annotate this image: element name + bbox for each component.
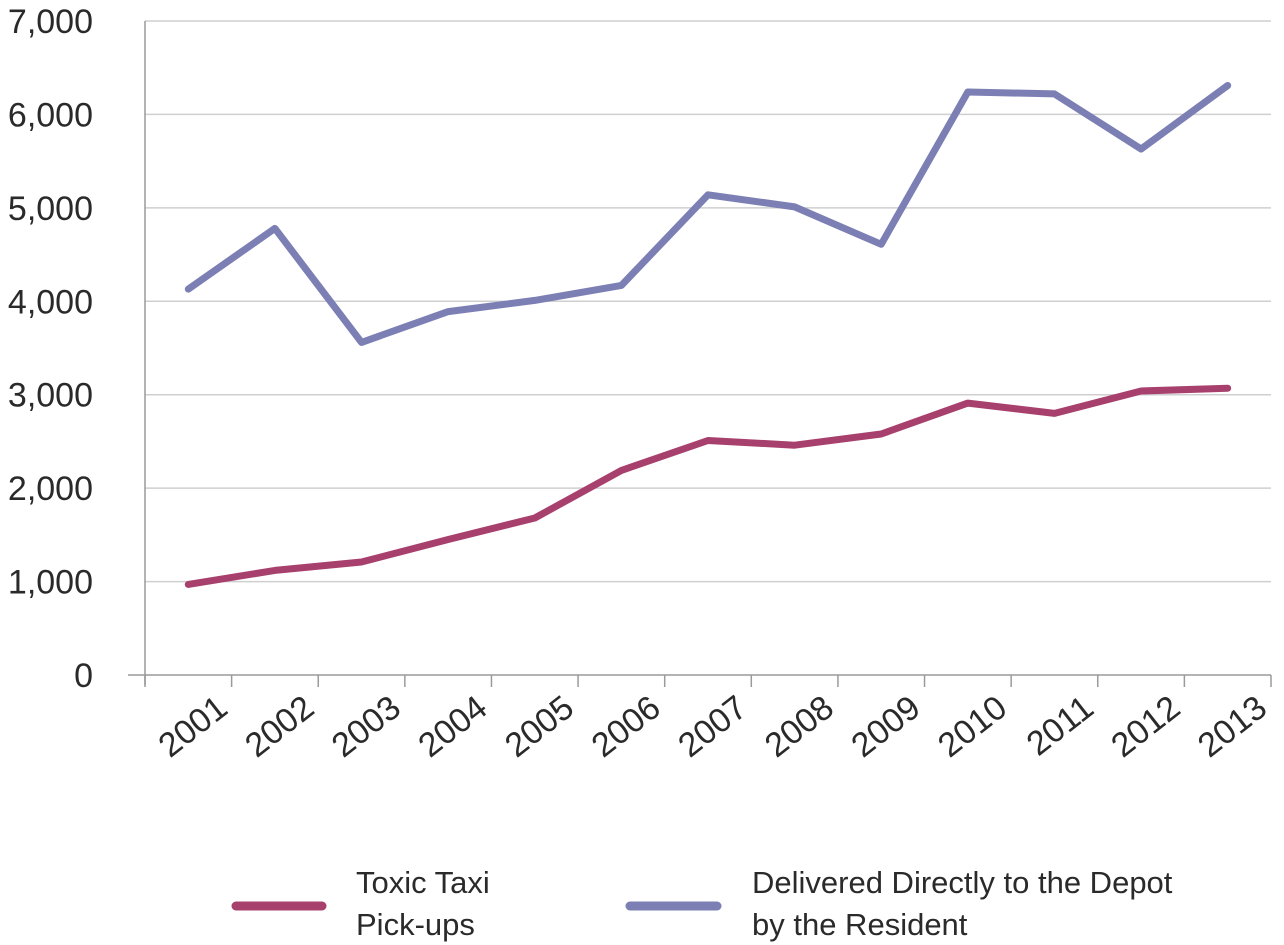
- x-tick-label: 2003: [325, 688, 408, 765]
- legend-label-2: Delivered Directly to the Depot: [752, 865, 1173, 900]
- x-tick-label: 2008: [758, 688, 841, 765]
- x-tick-label: 2010: [931, 688, 1014, 765]
- series-line-1: [184, 384, 1232, 588]
- y-tick-label: 6,000: [8, 96, 93, 134]
- y-axis-tick-labels: 0 1,000 2,000 3,000 4,000 5,000 6,000 7,000: [8, 3, 93, 695]
- x-tick-label: 2009: [844, 688, 927, 765]
- x-tick-label: 2006: [585, 688, 668, 765]
- x-tick-label: 2011: [1020, 688, 1101, 763]
- y-tick-label: 2,000: [8, 470, 93, 508]
- legend: Toxic Taxi Pick-ups Delivered Directly to …: [231, 865, 1173, 942]
- legend-label-1: Toxic Taxi: [356, 865, 490, 900]
- x-tick-label: 2004: [411, 688, 494, 765]
- legend-label-2: by the Resident: [752, 907, 968, 942]
- x-tick-label: 2012: [1104, 688, 1187, 765]
- x-tick-label: 2001: [152, 688, 235, 765]
- y-tick-label: 3,000: [8, 377, 93, 415]
- legend-label-1: Pick-ups: [356, 907, 475, 942]
- series-line-2: [184, 82, 1232, 346]
- gridlines: [145, 20, 1271, 583]
- axes: [128, 21, 1272, 687]
- x-tick-label: 2005: [498, 688, 581, 765]
- x-axis-tick-labels: 2001 2002 2003 2004 2005 2006 2007 2008 2009 2010…: [152, 688, 1274, 765]
- x-tick-label: 2013: [1191, 688, 1274, 765]
- y-tick-label: 7,000: [8, 3, 93, 41]
- y-tick-label: 4,000: [8, 283, 93, 321]
- series-lines: [184, 82, 1232, 588]
- y-tick-label: 0: [74, 657, 93, 695]
- y-tick-label: 1,000: [8, 564, 93, 602]
- x-tick-label: 2002: [238, 688, 321, 765]
- x-tick-label: 2007: [671, 688, 754, 765]
- y-tick-label: 5,000: [8, 190, 93, 228]
